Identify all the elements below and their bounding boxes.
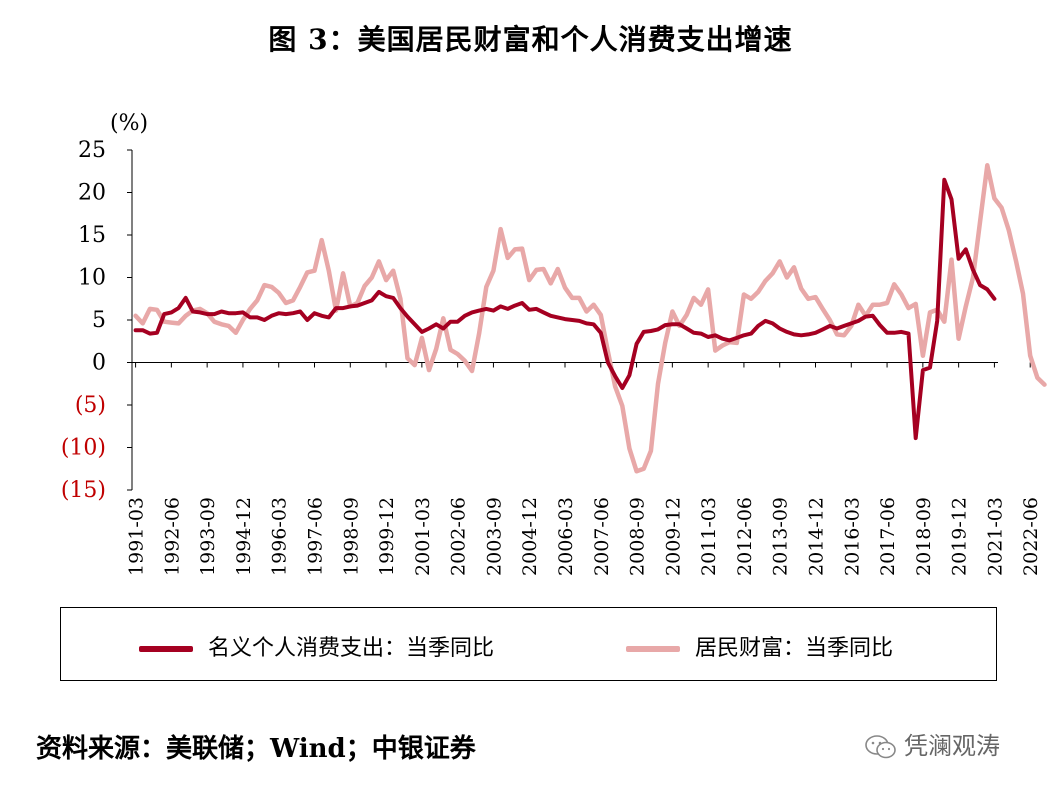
chart-title: 图 3：美国居民财富和个人消费支出增速 <box>268 23 793 56</box>
series-line-wealth <box>133 163 1047 474</box>
x-tick-label: 2004-12 <box>519 497 541 576</box>
x-tick-label: 2011-03 <box>698 497 720 576</box>
legend-swatch-consumption <box>139 646 193 652</box>
x-tick-label: 2009-12 <box>662 497 684 576</box>
x-tick-label: 2016-03 <box>841 497 863 576</box>
legend-label-wealth: 居民财富：当季同比 <box>695 636 894 661</box>
x-tick-label: 2002-06 <box>448 497 470 576</box>
x-tick-label: 1994-12 <box>233 497 255 576</box>
x-tick-label: 2007-06 <box>591 497 613 576</box>
x-tick-label: 2018-09 <box>913 497 935 576</box>
x-tick-label: 1991-03 <box>126 497 148 576</box>
legend-item-wealth: 居民财富：当季同比 <box>626 630 893 662</box>
source-note: 资料来源：美联储；Wind；中银证券 <box>36 734 476 764</box>
legend-label-consumption: 名义个人消费支出：当季同比 <box>208 636 495 661</box>
wechat-icon <box>865 735 896 759</box>
x-tick-label: 2006-03 <box>555 497 577 576</box>
x-tick-label: 2021-03 <box>984 497 1006 576</box>
watermark-text: 凭澜观涛 <box>904 732 1000 760</box>
legend: 名义个人消费支出：当季同比 居民财富：当季同比 <box>60 607 997 681</box>
y-tick-label: 5 <box>92 308 106 333</box>
x-tick-label: 2019-12 <box>949 497 971 576</box>
x-tick-label: 2017-06 <box>877 497 899 576</box>
watermark: 凭澜观涛 <box>864 726 1000 761</box>
x-tick-label: 2013-09 <box>770 497 792 576</box>
y-tick-label: 10 <box>78 266 106 291</box>
x-tick-label: 2003-09 <box>483 497 505 576</box>
x-tick-label: 2014-12 <box>805 497 827 576</box>
x-tick-label: 2022-06 <box>1020 497 1042 576</box>
y-tick-label: 0 <box>92 351 106 376</box>
x-tick-label: 1997-06 <box>305 497 327 576</box>
x-tick-label: 1992-06 <box>161 497 183 576</box>
x-tick-label: 1998-09 <box>340 497 362 576</box>
y-tick-label: 25 <box>78 138 106 163</box>
line-chart: (%) 25 20 15 10 5 0 (5) (10) (15) 1991-03 1992-06… <box>61 111 1047 576</box>
y-tick-label: (5) <box>75 393 106 418</box>
x-tick-label: 2012-06 <box>734 497 756 576</box>
x-tick-label: 2001-03 <box>412 497 434 576</box>
y-tick-label: 15 <box>78 223 106 248</box>
legend-item-consumption: 名义个人消费支出：当季同比 <box>139 630 494 662</box>
series-line-consumption <box>133 177 997 441</box>
x-tick-label: 1999-12 <box>376 497 398 576</box>
x-tick-label: 2008-09 <box>627 497 649 576</box>
y-tick-label: (15) <box>61 478 106 503</box>
legend-swatch-wealth <box>626 646 680 652</box>
y-tick-label: (10) <box>61 436 106 461</box>
x-tick-label: 1993-09 <box>197 497 219 576</box>
y-axis-unit-label: (%) <box>110 111 148 136</box>
y-tick-label: 20 <box>78 181 106 206</box>
x-tick-label: 1996-03 <box>269 497 291 576</box>
